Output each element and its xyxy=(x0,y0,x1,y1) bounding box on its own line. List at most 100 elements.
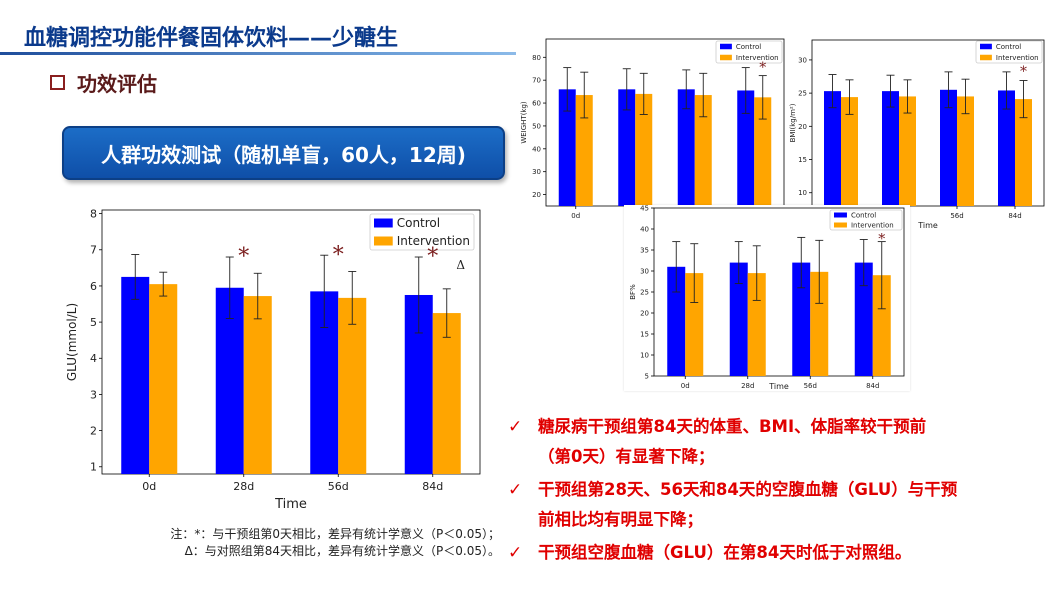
y-tick-label: 35 xyxy=(640,246,649,254)
y-tick-label: 4 xyxy=(90,352,97,365)
weight-svg: 20 30 40 50 60 70 80 0d WEIGHT(kg) Control Interve… xyxy=(520,38,785,220)
x-tick-label: 84d xyxy=(422,480,443,493)
error-bar xyxy=(903,79,912,114)
error-bar xyxy=(815,239,824,304)
legend-label: Intervention xyxy=(736,54,779,62)
y-tick-label: 25 xyxy=(798,90,807,98)
legend-swatch-intervention xyxy=(980,54,992,61)
intervention-bar xyxy=(747,273,766,376)
conclusion-item: ✓ 干预组空腹血糖（GLU）在第84天时低于对照组。 xyxy=(508,538,1048,568)
conclusion-line: （第0天）有显著下降； xyxy=(538,447,715,466)
error-bar xyxy=(859,239,868,287)
significance-marker: * xyxy=(238,245,249,270)
error-bar xyxy=(580,71,589,119)
intervention-bar xyxy=(872,275,891,376)
y-tick-label: 15 xyxy=(798,156,807,164)
section-heading: 功效评估 xyxy=(50,68,157,96)
x-tick-label: 56d xyxy=(950,212,963,220)
control-bar xyxy=(121,276,150,474)
control-bar xyxy=(667,266,686,376)
conclusion-list: ✓ 糖尿病干预组第84天的体重、BMI、体脂率较干预前 （第0天）有显著下降； … xyxy=(508,412,1048,571)
error-bar xyxy=(672,241,681,293)
study-banner: 人群功效测试（随机单盲，60人，12周) xyxy=(62,126,505,180)
intervention-bar xyxy=(1015,99,1032,206)
legend-box xyxy=(975,40,1043,64)
error-bar xyxy=(961,78,970,115)
error-bar xyxy=(690,243,699,303)
y-tick-label: 30 xyxy=(798,56,807,64)
error-bar xyxy=(944,71,953,109)
x-tick-label: 28d xyxy=(233,480,254,493)
intervention-bar xyxy=(149,284,178,474)
intervention-bar xyxy=(243,296,272,474)
x-tick-label: 28d xyxy=(741,382,754,390)
intervention-bar xyxy=(754,97,772,206)
error-bar xyxy=(253,272,262,320)
control-bar xyxy=(824,91,841,206)
intervention-bar xyxy=(957,96,974,206)
footnotes: 注：*：与干预组第0天相比，差异有统计学意义（P＜0.05）； Δ：与对照组第8… xyxy=(100,526,500,560)
y-tick-label: 15 xyxy=(640,330,649,338)
intervention-bar xyxy=(685,273,704,376)
y-axis-label: WEIGHT(kg) xyxy=(520,101,528,144)
legend-box xyxy=(829,209,903,231)
y-tick-label: 1 xyxy=(90,461,97,474)
footnote-star: 注：*：与干预组第0天相比，差异有统计学意义（P＜0.05）； xyxy=(170,527,500,541)
y-tick-label: 30 xyxy=(640,267,649,275)
error-bar xyxy=(741,67,750,114)
y-tick-label: 40 xyxy=(640,225,649,233)
error-bar xyxy=(622,68,631,111)
error-bar xyxy=(877,241,886,310)
x-tick-label: 0d xyxy=(681,382,690,390)
legend-box xyxy=(715,40,783,64)
glu-chart: 1 2 3 4 5 6 7 8 0d 28d 56d 84d Time GLU(mmol/L) Contro… xyxy=(62,196,490,514)
conclusion-item: ✓ 糖尿病干预组第84天的体重、BMI、体脂率较干预前 （第0天）有显著下降； xyxy=(508,412,1048,472)
legend-swatch-control xyxy=(834,212,847,218)
legend-swatch-control xyxy=(980,43,992,50)
error-bar xyxy=(320,254,329,328)
control-bar xyxy=(882,91,899,206)
section-title: 功效评估 xyxy=(77,71,157,96)
y-tick-label: 50 xyxy=(532,122,541,130)
bf-chart: 5 10 15 20 25 30 35 40 45 0d 28d 56d 84d Time BF% Contr… xyxy=(624,205,910,391)
y-axis-label: GLU(mmol/L) xyxy=(65,303,79,381)
error-bar xyxy=(828,74,837,109)
x-axis-label: Time xyxy=(274,497,307,512)
y-tick-label: 3 xyxy=(90,388,97,401)
error-bar xyxy=(752,245,761,301)
x-tick-label: 84d xyxy=(1008,212,1021,220)
title-bar: 血糖调控功能伴餐固体饮料——少醣生 xyxy=(0,8,800,56)
error-bar xyxy=(348,271,357,325)
legend-label: Control xyxy=(851,211,876,219)
error-bar xyxy=(797,236,806,289)
significance-marker: Δ xyxy=(456,258,465,272)
control-bar xyxy=(998,90,1015,206)
y-tick-label: 25 xyxy=(640,288,649,296)
banner-text: 人群功效测试（随机单盲，60人，12周) xyxy=(101,142,466,167)
y-axis-label: BF% xyxy=(629,284,637,300)
checkmark-icon: ✓ xyxy=(508,543,523,563)
intervention-bar xyxy=(432,313,461,474)
plot-frame xyxy=(101,209,481,475)
intervention-bar xyxy=(899,96,916,206)
error-bar xyxy=(758,75,767,120)
control-bar xyxy=(729,262,748,376)
conclusion-item: ✓ 干预组第28天、56天和84天的空腹血糖（GLU）与干预 前相比均有明显下降… xyxy=(508,475,1048,535)
y-tick-label: 8 xyxy=(90,207,97,220)
y-tick-label: 30 xyxy=(532,168,541,176)
legend-label: Control xyxy=(397,216,440,230)
control-bar xyxy=(854,262,873,376)
control-bar xyxy=(558,89,576,206)
legend: Control Intervention xyxy=(715,40,783,64)
intervention-bar xyxy=(841,97,858,206)
error-bar xyxy=(563,67,572,112)
intervention-bar xyxy=(635,93,653,206)
x-tick-label: 0d xyxy=(142,480,156,493)
error-bar xyxy=(414,256,423,334)
legend-label: Control xyxy=(996,43,1021,51)
legend-swatch-control xyxy=(374,218,393,228)
intervention-bar xyxy=(694,95,712,206)
legend-box xyxy=(369,213,475,251)
significance-marker: * xyxy=(333,243,344,268)
y-tick-label: 10 xyxy=(640,351,649,359)
